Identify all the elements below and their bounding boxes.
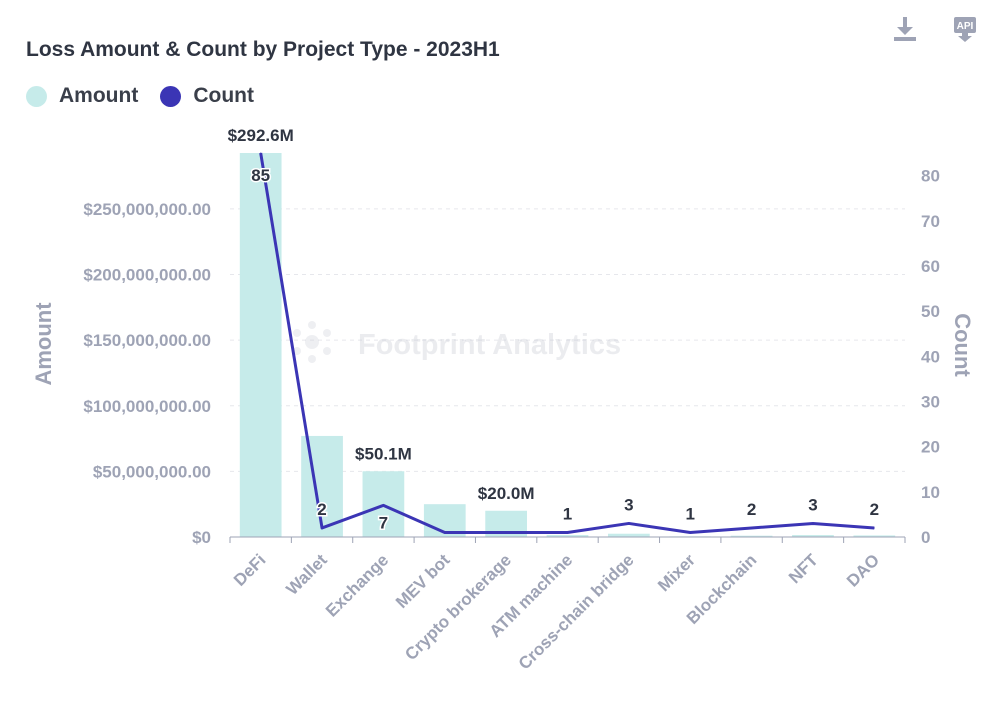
x-tick-label: Mixer (654, 550, 699, 595)
x-tick-label: Exchange (322, 550, 392, 620)
watermark-text: Footprint Analytics (358, 329, 621, 361)
chart-title: Loss Amount & Count by Project Type - 20… (26, 38, 500, 61)
count-data-label: 2 (747, 500, 756, 519)
amount-data-label: $50.1M (355, 444, 412, 463)
x-tick-label: Wallet (282, 550, 331, 599)
y-tick-label: $250,000,000.00 (83, 200, 211, 219)
bar-amount (608, 533, 650, 537)
x-tick-label: Cross-chain bridge (515, 550, 638, 673)
bar-amount (239, 153, 282, 537)
data-labels: $292.6M $50.1M $20.0M 85 2 7 1 3 1 2 3 2 (228, 126, 881, 534)
watermark: Footprint Analytics (293, 321, 621, 363)
count-point (751, 527, 753, 529)
legend-count-label: Count (193, 84, 254, 107)
legend-item-amount[interactable]: Amount (26, 84, 138, 108)
count-data-label: 2 (317, 500, 326, 519)
count-data-label: 1 (563, 504, 572, 523)
y-tick-label: $0 (192, 528, 211, 547)
y-tick-label: $150,000,000.00 (83, 331, 211, 350)
api-icon-label: API (957, 21, 974, 32)
bar-amount (730, 535, 773, 537)
count-data-label: 1 (685, 504, 694, 523)
bar-amount (853, 535, 896, 537)
legend-item-count[interactable]: Count (160, 84, 254, 108)
footprint-logo-icon (293, 321, 331, 363)
x-tick-label: DeFi (230, 550, 269, 589)
y2-tick-label: 80 (921, 167, 940, 186)
count-data-label: 3 (624, 495, 633, 514)
count-line (259, 152, 875, 534)
y-tick-label: $100,000,000.00 (83, 397, 211, 416)
download-icon[interactable] (891, 14, 919, 44)
count-data-label: 3 (808, 495, 817, 514)
count-point (628, 522, 630, 524)
legend-count-dot (160, 85, 182, 107)
y2-tick-label: 0 (921, 528, 930, 547)
api-icon[interactable]: API (951, 14, 979, 44)
y2-tick-label: 50 (921, 302, 940, 321)
y2-tick-label: 40 (921, 347, 940, 366)
y-tick-label: $50,000,000.00 (93, 462, 211, 481)
y-axis-title: Amount (31, 302, 56, 386)
count-data-label: 85 (251, 166, 270, 185)
y2-tick-label: 70 (921, 212, 940, 231)
amount-data-label: $20.0M (478, 484, 535, 503)
axes: $0 $50,000,000.00 $100,000,000.00 $150,000,… (83, 167, 940, 674)
count-point (812, 522, 814, 524)
amount-bars (239, 153, 896, 537)
count-data-label: 2 (870, 500, 879, 519)
y2-tick-label: 20 (921, 438, 940, 457)
legend-amount-label: Amount (59, 84, 139, 107)
amount-data-label: $292.6M (228, 126, 294, 145)
y2-tick-label: 10 (921, 483, 940, 502)
y2-tick-label: 60 (921, 257, 940, 276)
count-point (260, 152, 262, 154)
count-point (321, 527, 323, 529)
count-point (505, 531, 507, 533)
x-tick-label: NFT (785, 550, 822, 587)
count-point (382, 504, 384, 506)
count-point (567, 531, 568, 533)
legend-amount-dot (26, 85, 47, 107)
x-tick-label: Crypto brokerage (401, 550, 515, 664)
count-point (873, 527, 875, 529)
x-tick-label: MEV bot (392, 550, 454, 612)
legend: Amount Count (26, 84, 276, 108)
count-data-label: 7 (379, 513, 388, 532)
bar-amount (792, 535, 834, 537)
bar-amount (546, 535, 589, 537)
y2-axis-title: Count (950, 313, 975, 377)
y-tick-label: $200,000,000.00 (83, 266, 211, 285)
count-point (689, 531, 691, 533)
x-tick-label: DAO (843, 550, 883, 590)
y2-tick-label: 30 (921, 392, 940, 411)
count-point (444, 531, 446, 533)
